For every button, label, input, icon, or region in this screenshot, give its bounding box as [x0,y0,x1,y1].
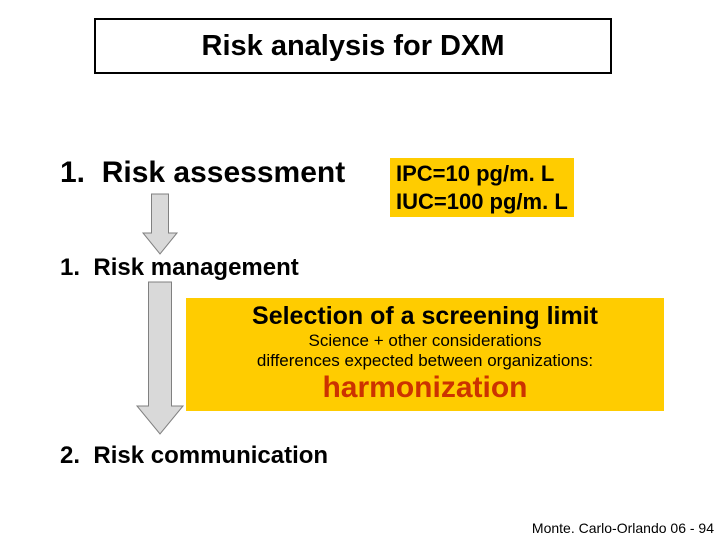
item-risk-communication: 2. Risk communication [60,442,328,470]
item-number: 1. [60,156,85,189]
callout-ipc-iuc: IPC=10 pg/m. L IUC=100 pg/m. L [390,158,574,217]
callout-screening-limit: Selection of a screening limit Science +… [186,298,664,411]
item-label: Risk assessment [102,156,346,189]
arrow-1 [143,194,177,254]
item-label: Risk management [93,254,298,281]
slide-footer: Monte. Carlo-Orlando 06 - 94 [532,520,714,536]
callout-line: IPC=10 pg/m. L [396,160,568,188]
callout2-line3: differences expected between organizatio… [186,351,664,371]
item-number: 2. [60,442,80,469]
item-risk-management: 1. Risk management [60,254,299,282]
slide: Risk analysis for DXM 1. Risk assessment… [0,0,720,540]
item-risk-assessment: 1. Risk assessment [60,156,345,190]
callout2-line1: Selection of a screening limit [186,302,664,331]
arrow-2 [137,282,183,434]
slide-title: Risk analysis for DXM [202,30,505,63]
item-label: Risk communication [93,442,328,469]
callout2-line4: harmonization [186,371,664,405]
callout-line: IUC=100 pg/m. L [396,188,568,216]
slide-title-box: Risk analysis for DXM [94,18,612,74]
item-number: 1. [60,254,80,281]
callout2-line2: Science + other considerations [186,331,664,351]
